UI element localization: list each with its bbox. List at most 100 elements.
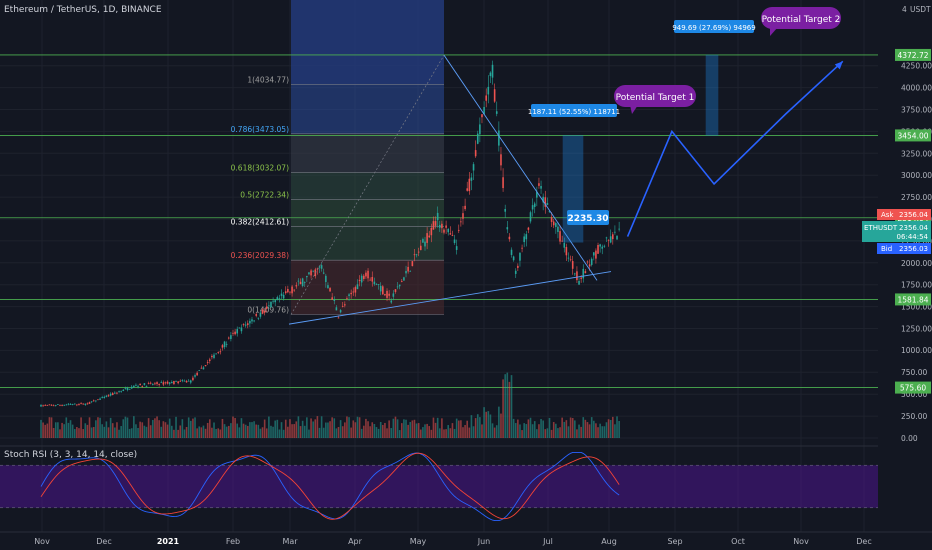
- candle: [441, 223, 443, 229]
- volume-bar: [232, 416, 234, 438]
- volume-bar: [238, 427, 241, 438]
- candle: [449, 233, 452, 235]
- price-tick-label: 2000.00: [901, 259, 932, 268]
- volume-bar: [339, 420, 342, 438]
- volume-bar: [175, 416, 177, 438]
- candle: [548, 211, 551, 213]
- candle: [246, 323, 249, 326]
- candle: [316, 268, 319, 270]
- volume-bar: [337, 427, 340, 438]
- volume-bar: [116, 422, 118, 438]
- bubble-tail: [770, 27, 778, 36]
- volume-bar: [325, 422, 327, 438]
- tag-value: 3454.00: [897, 131, 928, 140]
- level-tag: 575.60: [895, 381, 931, 394]
- volume-bar: [485, 411, 487, 438]
- volume-bar: [171, 425, 173, 438]
- tag-box: [895, 381, 931, 394]
- candle: [517, 265, 519, 268]
- candle: [90, 401, 93, 403]
- volume-bar: [521, 430, 523, 438]
- volume-bar: [616, 416, 618, 438]
- volume-bar: [434, 422, 437, 438]
- volume-bar: [341, 426, 344, 438]
- volume-bar: [297, 416, 300, 438]
- candle: [143, 383, 146, 385]
- candle: [339, 310, 342, 313]
- volume-tick-label: 750.00: [901, 368, 927, 377]
- candle: [373, 281, 376, 285]
- volume-bar: [377, 428, 380, 438]
- candle: [179, 380, 182, 382]
- time-tick-label: Dec: [96, 537, 111, 546]
- candle: [181, 380, 184, 382]
- candle: [284, 291, 287, 294]
- candle: [544, 197, 547, 207]
- rsi-d-line: [40, 452, 620, 520]
- volume-bar: [246, 425, 249, 438]
- volume-bar: [498, 406, 500, 438]
- volume-bar: [586, 422, 589, 438]
- candle: [297, 280, 300, 282]
- bubble-text: Potential Target 2: [762, 15, 841, 25]
- price-tick-label: 4250.00: [901, 62, 932, 71]
- time-tick-label: May: [410, 537, 427, 546]
- candle: [590, 258, 593, 265]
- volume-bar: [173, 429, 175, 438]
- volume-bar: [398, 430, 401, 438]
- volume-bar: [576, 429, 578, 438]
- level-tag: 4372.72: [895, 48, 931, 61]
- candle: [550, 216, 553, 222]
- price-tick-label: 4000.00: [901, 84, 932, 93]
- volume-bar: [563, 421, 566, 438]
- candle: [46, 404, 49, 406]
- candle: [259, 312, 262, 317]
- candle: [618, 228, 620, 230]
- candle: [409, 270, 412, 272]
- candle: [586, 261, 589, 263]
- volume-bar: [443, 429, 445, 438]
- candle: [198, 370, 201, 371]
- measure-label-1: 1187.11 (52.55%) 118711: [528, 104, 620, 117]
- candle: [419, 245, 422, 251]
- volume-bar: [424, 424, 426, 438]
- candle: [500, 154, 502, 166]
- candle: [474, 150, 477, 157]
- volume-bar: [561, 417, 563, 438]
- volume-bar: [595, 423, 597, 438]
- candle: [251, 319, 253, 322]
- candle: [200, 367, 203, 369]
- candle: [514, 270, 517, 274]
- candle: [462, 213, 464, 219]
- ask-tag: Ask 2356.04: [877, 209, 931, 220]
- candle: [538, 183, 540, 186]
- level-tag: 1581.84: [895, 293, 931, 306]
- candle: [453, 239, 456, 243]
- volume-bar: [278, 429, 281, 438]
- volume-bar: [40, 419, 42, 438]
- candle: [337, 317, 340, 319]
- candle: [126, 387, 129, 391]
- candle: [411, 261, 414, 267]
- volume-bar: [124, 416, 127, 438]
- candle: [601, 246, 604, 249]
- candle: [232, 332, 234, 334]
- candle: [377, 284, 380, 285]
- volume-bar: [455, 418, 458, 438]
- candle: [67, 403, 70, 405]
- tag-box: [895, 293, 931, 306]
- candle: [219, 351, 222, 353]
- candle: [217, 351, 220, 353]
- candles: [40, 60, 620, 407]
- volume-bar: [194, 417, 196, 438]
- candle: [230, 335, 232, 339]
- volume-bar: [152, 419, 154, 438]
- volume-bar: [274, 420, 276, 438]
- volume-bar: [84, 423, 87, 438]
- volume-bar: [417, 423, 420, 438]
- candle: [388, 293, 390, 296]
- volume-bar: [310, 418, 312, 438]
- candle: [204, 365, 207, 367]
